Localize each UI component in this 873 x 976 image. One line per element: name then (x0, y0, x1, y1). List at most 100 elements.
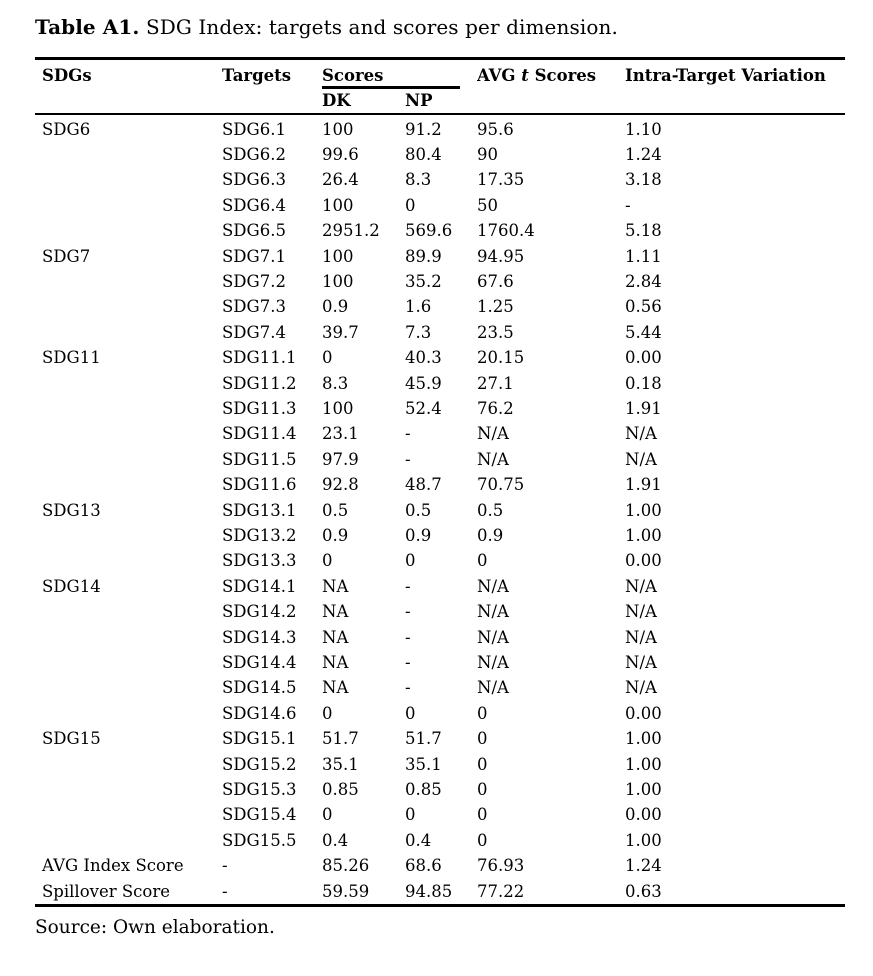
sdg-group-cell (35, 396, 222, 421)
intra-target-variation-cell: 5.44 (625, 322, 662, 342)
table-row: SDG13.3 0 0 0 0.00 (35, 548, 845, 573)
intra-target-variation-cell: 1.00 (625, 780, 662, 800)
dk-score-cell: 0.85 (322, 780, 359, 800)
np-score-cell: 7.3 (405, 322, 432, 342)
avg-t-score-cell: 0 (477, 729, 488, 749)
table-row: SDG6.4 100 0 50 - (35, 193, 845, 218)
target-cell: SDG11.4 (222, 424, 297, 444)
target-cell: SDG15.3 (222, 780, 297, 800)
table-row: SDG11.6 92.8 48.7 70.75 1.91 (35, 472, 845, 497)
intra-target-variation-cell: 0.00 (625, 348, 662, 368)
table-row: SDG14.4 NA - N/A N/A (35, 650, 845, 675)
dk-score-cell: NA (322, 576, 349, 596)
avg-t-score-cell: 20.15 (477, 348, 525, 368)
table-row: SDG13.2 0.9 0.9 0.9 1.00 (35, 523, 845, 548)
intra-target-variation-cell: N/A (625, 576, 657, 596)
table-row: SDG11.2 8.3 45.9 27.1 0.18 (35, 371, 845, 396)
table-row: SDG13 SDG13.1 0.5 0.5 0.5 1.00 (35, 498, 845, 523)
target-cell: - (222, 856, 228, 876)
sdg-group-cell: SDG7 (42, 246, 91, 266)
np-score-cell: 52.4 (405, 398, 442, 418)
target-cell: SDG14.4 (222, 653, 297, 673)
table-row: SDG7.4 39.7 7.3 23.5 5.44 (35, 320, 845, 345)
sdg-index-table: SDGs Targets Scores AVG t Scores Intra-T… (35, 57, 846, 908)
sdg-group-cell (35, 269, 222, 294)
dk-score-cell: 8.3 (322, 373, 349, 393)
np-score-cell: 0.9 (405, 526, 432, 545)
sdg-group-cell (35, 701, 222, 726)
intra-target-variation-cell: 1.24 (625, 856, 662, 876)
np-score-cell: 0 (405, 195, 416, 215)
np-score-cell: 8.3 (405, 170, 432, 190)
np-score-cell: - (405, 602, 411, 622)
sdg-group-cell (35, 548, 222, 573)
target-cell: SDG6.5 (222, 221, 286, 241)
sdg-group-cell: SDG11 (42, 348, 101, 368)
avg-t-score-cell: N/A (477, 449, 509, 469)
np-score-cell: 569.6 (405, 221, 453, 241)
avg-t-score-cell: 1760.4 (477, 221, 535, 241)
avg-t-score-cell: 0 (477, 780, 488, 800)
avg-t-score-cell: N/A (477, 424, 509, 444)
target-cell: SDG15.4 (222, 805, 297, 825)
source-note: Source: Own elaboration. (35, 917, 275, 939)
avg-t-score-cell: N/A (477, 602, 509, 622)
sdg-group-cell: SDG14 (42, 576, 101, 596)
sdg-group-cell (35, 599, 222, 624)
avg-t-score-cell: 1.25 (477, 297, 514, 317)
avg-t-score-cell: 70.75 (477, 475, 525, 495)
table-row: SDG11 SDG11.1 0 40.3 20.15 0.00 (35, 345, 845, 370)
header-dk: DK (322, 90, 351, 110)
target-cell: SDG11.6 (222, 475, 297, 495)
sdg-group-cell (35, 371, 222, 396)
intra-target-variation-cell: - (625, 195, 631, 215)
sdg-group-cell (35, 472, 222, 497)
np-score-cell: - (405, 678, 411, 698)
target-cell: - (222, 881, 228, 901)
dk-score-cell: 0 (322, 348, 333, 368)
target-cell: SDG6.4 (222, 195, 286, 215)
intra-target-variation-cell: 1.00 (625, 830, 662, 850)
dk-score-cell: 0.5 (322, 500, 349, 520)
table-row: SDG15.4 0 0 0 0.00 (35, 802, 845, 827)
target-cell: SDG14.2 (222, 602, 297, 622)
table-row: SDG14.2 NA - N/A N/A (35, 599, 845, 624)
avg-t-score-cell: 0 (477, 703, 488, 723)
avg-t-score-cell: 50 (477, 195, 499, 215)
dk-score-cell: NA (322, 678, 349, 698)
table-row: SDG11.3 100 52.4 76.2 1.91 (35, 396, 845, 421)
intra-target-variation-cell: 1.00 (625, 526, 662, 545)
table-row: SDG7.3 0.9 1.6 1.25 0.56 (35, 294, 845, 319)
dk-score-cell: 39.7 (322, 322, 359, 342)
target-cell: SDG15.5 (222, 830, 297, 850)
avg-t-score-cell: 76.93 (477, 856, 525, 876)
intra-target-variation-cell: 3.18 (625, 170, 662, 190)
target-cell: SDG14.5 (222, 678, 297, 698)
avg-t-score-cell: 27.1 (477, 373, 514, 393)
header-targets: Targets (222, 66, 292, 85)
np-score-cell: 94.85 (405, 881, 453, 901)
scores-underline-rule (322, 85, 461, 89)
sdg-group-cell (35, 320, 222, 345)
table-row: SDG6.5 2951.2 569.6 1760.4 5.18 (35, 218, 845, 243)
sdg-group-cell (35, 828, 222, 853)
intra-target-variation-cell: N/A (625, 653, 657, 673)
avg-t-score-cell: 0 (477, 830, 488, 850)
target-cell: SDG11.5 (222, 449, 297, 469)
sdg-group-cell (35, 421, 222, 446)
sdg-group-cell (35, 650, 222, 675)
target-cell: SDG11.3 (222, 398, 297, 418)
avg-t-score-cell: 90 (477, 144, 499, 164)
avg-t-score-cell: 23.5 (477, 322, 514, 342)
intra-target-variation-cell: N/A (625, 424, 657, 444)
target-cell: SDG13.3 (222, 551, 297, 571)
np-score-cell: 91.2 (405, 119, 442, 139)
table-row: Spillover Score - 59.59 94.85 77.22 0.63 (35, 879, 845, 906)
dk-score-cell: 100 (322, 246, 354, 266)
sdg-group-cell (35, 523, 222, 548)
dk-score-cell: 0 (322, 805, 333, 825)
np-score-cell: 0.85 (405, 780, 442, 800)
dk-score-cell: 59.59 (322, 881, 370, 901)
dk-score-cell: NA (322, 653, 349, 673)
